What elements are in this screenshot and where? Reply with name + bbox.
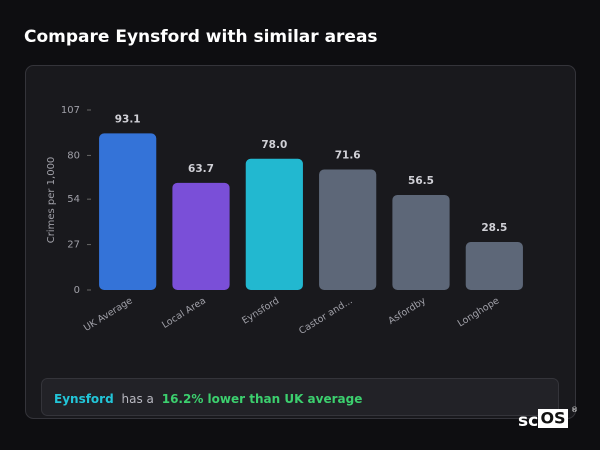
value-label: 56.5 [408, 175, 434, 187]
y-axis-label: Crimes per 1,000 [46, 157, 57, 244]
logo-mark: ® [571, 406, 578, 414]
logo-prefix: sc [518, 411, 538, 431]
logo-boxed: OS [540, 409, 565, 428]
bar [99, 133, 157, 290]
summary-area: Eynsford [54, 392, 114, 406]
summary: Eynsford has a 16.2% lower than UK avera… [54, 392, 362, 406]
summary-highlight: 16.2% lower than UK average [162, 392, 363, 406]
value-label: 71.6 [335, 150, 361, 162]
value-label: 28.5 [481, 222, 507, 234]
title: Compare Eynsford with similar areas [24, 27, 378, 47]
y-tick-label: 107 [61, 105, 80, 116]
bar [245, 158, 303, 290]
y-tick-label: 80 [67, 150, 80, 161]
y-tick-label: 27 [67, 240, 80, 251]
bar [465, 242, 523, 290]
value-label: 93.1 [115, 113, 141, 125]
summary-box [41, 378, 559, 416]
bar [392, 194, 450, 290]
bar [319, 169, 377, 290]
y-tick-label: 54 [67, 194, 80, 205]
y-tick-label: 0 [74, 285, 80, 296]
value-label: 63.7 [188, 163, 214, 175]
bar [172, 182, 230, 290]
logo-box [538, 409, 568, 428]
summary-text: has a [122, 392, 154, 406]
value-label: 78.0 [261, 139, 287, 151]
